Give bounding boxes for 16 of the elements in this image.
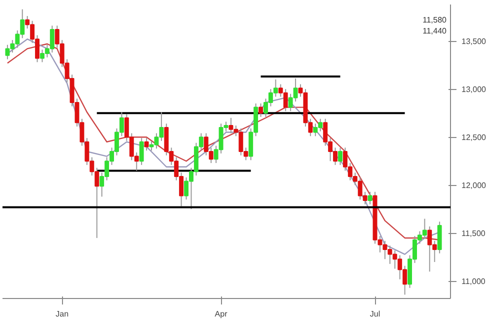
annotation: 11,440 xyxy=(422,26,448,36)
y-tick-label: 13,500 xyxy=(462,37,487,46)
x-tick-label: Apr xyxy=(214,310,228,318)
annotation: 11,580 xyxy=(422,16,448,24)
candlestick xyxy=(144,138,149,152)
y-tick-label: 12,000 xyxy=(462,181,487,190)
y-tick-label: 13,000 xyxy=(462,85,487,94)
y-tick-label: 11,500 xyxy=(462,229,486,238)
x-tick-label: Jan xyxy=(56,310,69,318)
candlestick xyxy=(258,102,264,118)
candlestick xyxy=(139,138,144,166)
candlestick xyxy=(338,147,342,166)
y-tick-label: 12,500 xyxy=(462,133,487,142)
candlestick xyxy=(368,191,372,205)
y-tick-label: 11,000 xyxy=(462,277,486,286)
x-tick-label: Jul xyxy=(370,310,380,318)
